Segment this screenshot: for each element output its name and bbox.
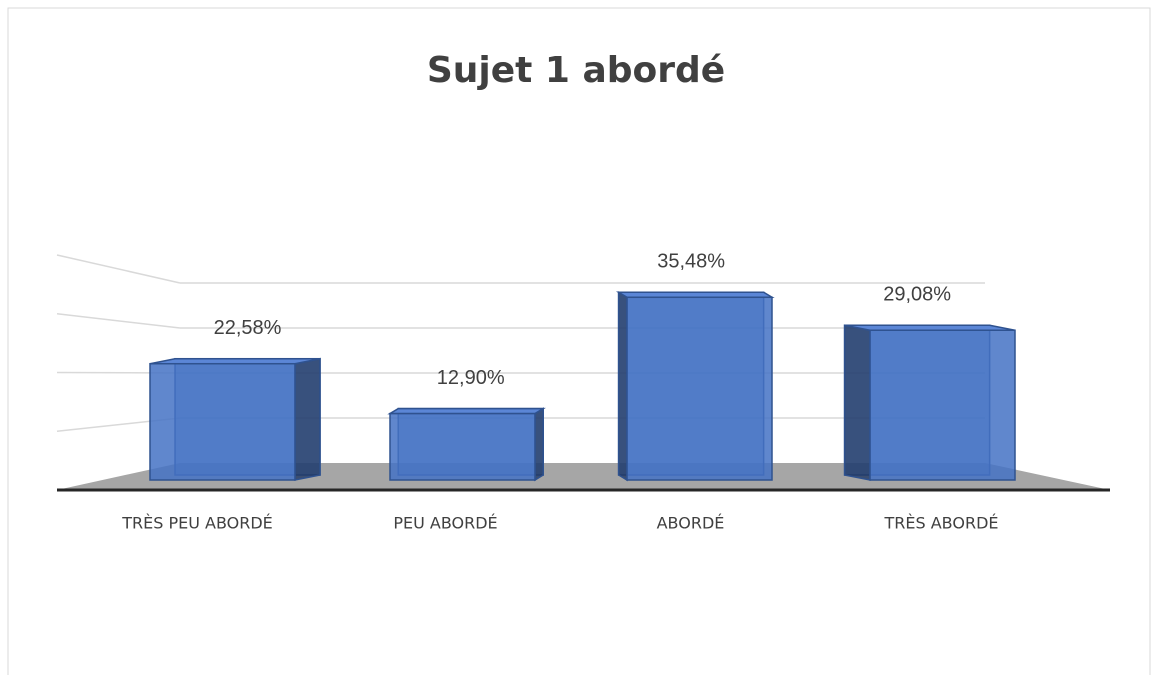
grid-line [56, 313, 181, 329]
bar-face [149, 362, 296, 481]
bar-face [844, 324, 1016, 331]
bar [149, 357, 321, 481]
data-label: 12,90% [437, 367, 505, 389]
x-tick-label: ABORDÉ [657, 514, 725, 533]
x-tick-label: PEU ABORDÉ [393, 514, 497, 533]
data-label: 22,58% [214, 317, 282, 339]
bar-face [617, 290, 628, 482]
bar-face [869, 329, 1016, 481]
bar [615, 290, 775, 482]
chart-title: Sujet 1 abordé [427, 50, 725, 91]
bar-face [534, 407, 544, 482]
bar-face [843, 324, 871, 481]
bar-face [626, 296, 773, 481]
grid-line [56, 254, 181, 284]
bar [843, 324, 1016, 481]
x-tick-label: TRÈS PEU ABORDÉ [121, 514, 273, 533]
data-label: 35,48% [657, 251, 725, 273]
data-label: 29,08% [883, 284, 951, 306]
bar-face [294, 357, 321, 481]
bar-face [389, 412, 536, 481]
bar [387, 407, 546, 482]
x-tick-label: TRÈS ABORDÉ [883, 514, 998, 533]
